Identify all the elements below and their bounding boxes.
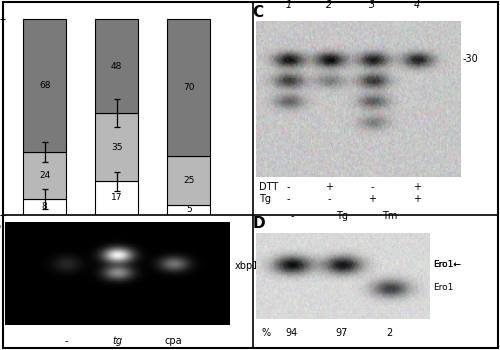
Text: 1: 1 (286, 0, 292, 10)
Text: 17: 17 (111, 194, 122, 202)
Bar (167, 205, 210, 215)
Text: %: % (262, 328, 271, 337)
Text: +: + (368, 194, 376, 204)
Bar (95, 113, 138, 181)
Text: 3: 3 (370, 0, 376, 10)
Text: 2: 2 (386, 328, 393, 337)
Text: -: - (115, 250, 118, 259)
Bar (167, 156, 210, 205)
Text: tg: tg (112, 336, 122, 346)
Text: Tm: Tm (382, 211, 398, 221)
Text: 2: 2 (326, 0, 332, 10)
Legend: 2gly, 1gly, 0gly: 2gly, 1gly, 0gly (256, 83, 292, 135)
Text: 70: 70 (183, 83, 194, 92)
Text: 240: 240 (180, 232, 197, 241)
Bar (23, 19, 66, 152)
Text: 68: 68 (39, 81, 50, 90)
Text: -: - (371, 182, 374, 192)
Text: -: - (287, 182, 290, 192)
Text: Tg: Tg (336, 211, 348, 221)
Text: +: + (413, 194, 421, 204)
Text: -: - (287, 194, 290, 204)
Text: C: C (252, 5, 264, 20)
Text: -: - (43, 232, 46, 241)
Title: CPA: CPA (111, 0, 144, 2)
Text: 8: 8 (42, 202, 48, 211)
Text: 5: 5 (186, 205, 192, 214)
Text: D: D (252, 216, 265, 231)
Bar (95, 181, 138, 215)
Text: 94: 94 (286, 328, 298, 337)
Bar (23, 199, 66, 215)
Text: wash out: wash out (5, 250, 46, 259)
Text: B: B (0, 217, 2, 232)
Text: -: - (290, 211, 294, 221)
Text: DTT: DTT (260, 182, 278, 192)
Text: 25: 25 (183, 176, 194, 185)
Text: min: min (5, 232, 22, 241)
Text: 30: 30 (183, 250, 194, 259)
Text: 97: 97 (336, 328, 348, 337)
Text: 24: 24 (39, 171, 50, 180)
Text: +: + (326, 182, 334, 192)
Bar (95, 19, 138, 113)
Text: 4: 4 (414, 0, 420, 10)
Text: -: - (328, 194, 331, 204)
Text: xbp1: xbp1 (234, 261, 259, 271)
Text: Tg: Tg (260, 194, 272, 204)
Text: -: - (64, 336, 68, 346)
Text: 270: 270 (108, 232, 126, 241)
Text: -: - (43, 250, 46, 259)
Text: +: + (413, 182, 421, 192)
Text: Ero1←: Ero1← (433, 260, 460, 269)
Text: 35: 35 (111, 143, 122, 152)
Text: -30: -30 (462, 54, 478, 64)
Bar (167, 19, 210, 156)
Text: Ero1: Ero1 (433, 283, 453, 292)
Text: cpa: cpa (164, 336, 182, 346)
Bar (23, 152, 66, 199)
Text: Ero1←: Ero1← (433, 260, 460, 269)
Text: 48: 48 (111, 62, 122, 71)
